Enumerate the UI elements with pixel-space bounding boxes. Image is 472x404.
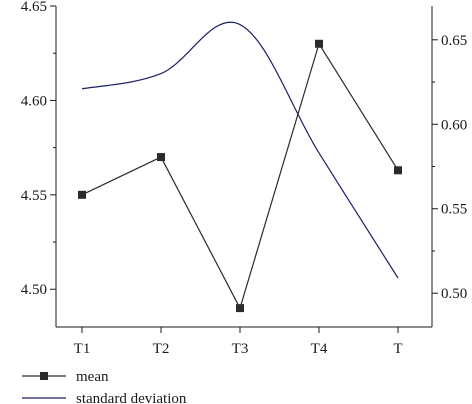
x-tick-label: T1 bbox=[74, 341, 91, 357]
x-tick-label: T2 bbox=[153, 341, 170, 357]
x-tick-label: T bbox=[393, 341, 402, 357]
data-point-mean bbox=[394, 166, 402, 175]
y-left-tick-label: 4.55 bbox=[21, 188, 47, 204]
legend-std-label: standard deviation bbox=[76, 391, 187, 404]
legend-item-mean: mean bbox=[22, 369, 109, 385]
data-point-mean bbox=[315, 39, 323, 48]
series-line-standard-deviation bbox=[81, 21, 399, 279]
y-right-tick-label: 0.50 bbox=[441, 286, 467, 302]
y-left-tick-label: 4.60 bbox=[21, 93, 47, 109]
y-right-tick-label: 0.55 bbox=[441, 202, 467, 218]
legend-item-standard-deviation: standard deviation bbox=[22, 391, 187, 404]
y-left-tick-label: 4.65 bbox=[21, 0, 47, 15]
series-line-mean bbox=[81, 42, 399, 310]
y-right-tick-label: 0.65 bbox=[441, 33, 467, 49]
x-tick-label: T3 bbox=[232, 341, 249, 357]
series-lines bbox=[81, 21, 399, 310]
legend: mean standard deviation bbox=[22, 369, 187, 404]
x-tick-label: T4 bbox=[311, 341, 328, 357]
y-left-tick-label: 4.50 bbox=[21, 282, 47, 298]
data-point-mean bbox=[78, 190, 86, 199]
axes bbox=[55, 6, 433, 328]
legend-mean-marker bbox=[40, 372, 48, 380]
series-markers bbox=[78, 39, 402, 313]
tick-marks bbox=[50, 5, 438, 333]
tick-labels: T1 T2 T3 T4 T 4.50 4.55 4.60 4.65 0.50 0.55 0.60 0.6… bbox=[21, 0, 468, 357]
data-point-mean bbox=[157, 153, 165, 162]
y-right-tick-label: 0.60 bbox=[441, 117, 467, 133]
data-point-mean bbox=[236, 304, 244, 313]
legend-mean-label: mean bbox=[76, 369, 109, 385]
